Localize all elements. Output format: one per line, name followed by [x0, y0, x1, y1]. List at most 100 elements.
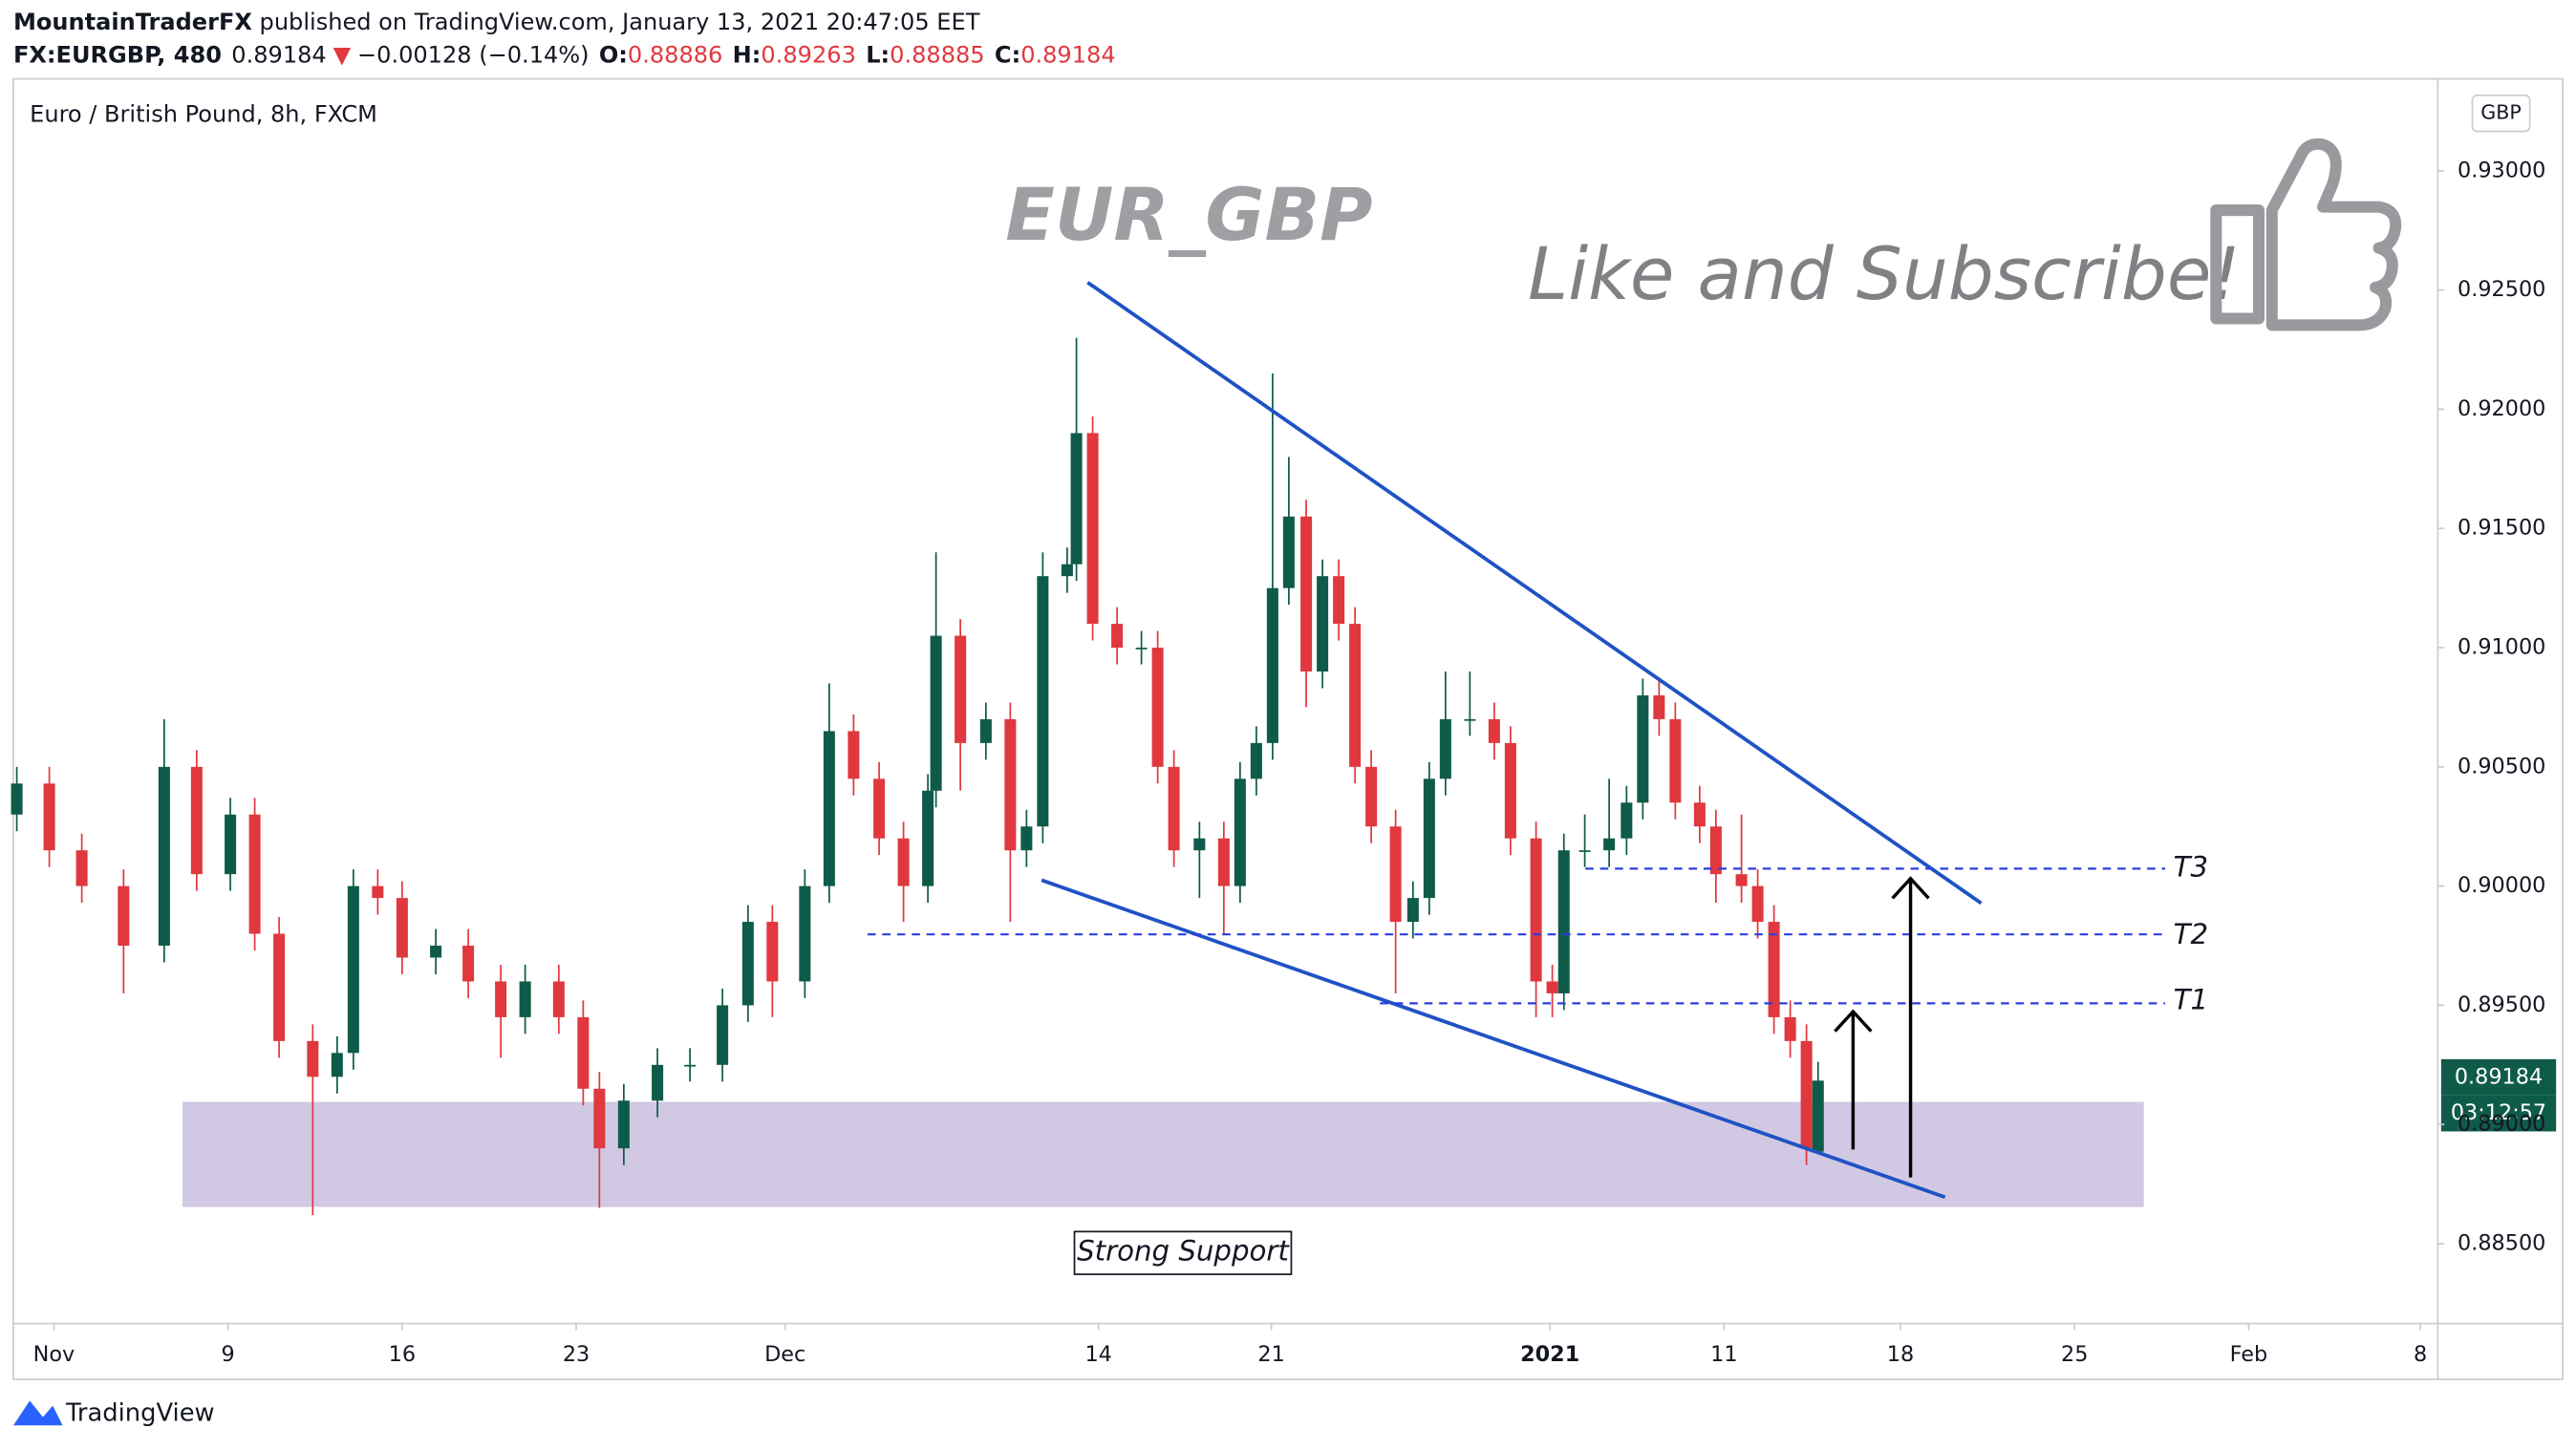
y-tick-label: 0.92000 — [2458, 396, 2545, 421]
y-tick-label: 0.91000 — [2458, 635, 2545, 660]
x-tick-label: 8 — [2414, 1342, 2427, 1367]
candle-body — [1061, 564, 1073, 577]
candle-body — [248, 814, 261, 934]
published: published on TradingView.com, January 13… — [252, 9, 980, 35]
candle-body — [307, 1040, 319, 1077]
x-tick-label: 11 — [1710, 1342, 1737, 1367]
candle-body — [930, 635, 942, 791]
last-price-box — [2440, 1058, 2557, 1096]
target-label: T2 — [2174, 918, 2208, 950]
candle-body — [1621, 802, 1633, 839]
candles — [11, 337, 1824, 1216]
candle-body — [225, 814, 237, 875]
y-tick-label: 0.88500 — [2458, 1231, 2545, 1256]
x-tick-label: Feb — [2230, 1342, 2268, 1367]
pair-watermark: EUR_GBP — [1005, 173, 1372, 257]
candle-body — [1653, 694, 1665, 719]
x-tick-label: 21 — [1257, 1342, 1284, 1367]
candle-body — [1406, 898, 1419, 923]
candle-body — [1300, 516, 1313, 672]
candle-body — [519, 981, 531, 1017]
candle-body — [897, 838, 910, 886]
candle-body — [652, 1064, 664, 1101]
candle-body — [1070, 433, 1083, 565]
candle-body — [396, 898, 408, 958]
author: MountainTraderFX — [13, 9, 252, 35]
arrow — [1834, 1009, 1873, 1150]
target-label: T1 — [2174, 984, 2208, 1016]
candle-body — [1488, 718, 1500, 743]
candle-body — [1709, 826, 1722, 875]
candle-body — [1637, 694, 1649, 803]
candle-body — [1800, 1040, 1813, 1149]
candle-body — [1784, 1016, 1796, 1041]
candle-body — [347, 885, 359, 1054]
brand-logo — [12, 1400, 63, 1426]
candle-body — [1423, 778, 1435, 899]
x-tick-label: 18 — [1887, 1342, 1914, 1367]
candle-body — [1217, 838, 1230, 886]
candle-body — [1333, 576, 1345, 625]
brand: TradingView — [65, 1399, 215, 1428]
x-tick-label: 9 — [222, 1342, 235, 1367]
icon-part — [2210, 204, 2265, 325]
ohlc-label: O: — [599, 41, 628, 68]
candle-body — [495, 981, 507, 1017]
arrow — [1891, 876, 1930, 1178]
candle-body — [331, 1053, 343, 1077]
y-tick-label: 0.92500 — [2458, 277, 2545, 302]
ohlc-value: 0.88886 — [628, 41, 722, 68]
candle-body — [741, 922, 754, 1006]
candle-body — [1464, 718, 1476, 721]
ohlc-value: 0.89263 — [761, 41, 855, 68]
x-tick-label: 2021 — [1520, 1342, 1579, 1367]
support-zone — [182, 1101, 2144, 1207]
candle-body — [1135, 648, 1148, 650]
ohlc-value: 0.88885 — [890, 41, 984, 68]
target-label: T3 — [2174, 850, 2208, 883]
candle-body — [1193, 838, 1206, 851]
candle-body — [979, 718, 992, 743]
candle-body — [1669, 718, 1682, 803]
candle-body — [430, 946, 442, 958]
y-tick-label: 0.89500 — [2458, 992, 2545, 1017]
countdown: 03:12:57 — [2451, 1100, 2546, 1125]
candle-body — [1151, 648, 1164, 767]
publish-line: MountainTraderFX published on TradingVie… — [13, 9, 980, 35]
candle-body — [1349, 624, 1362, 767]
x-tick-label: 14 — [1084, 1342, 1111, 1367]
candle-body — [1020, 826, 1033, 851]
candle-body — [1086, 433, 1099, 625]
thumbs-up-icon — [2210, 138, 2402, 331]
x-tick-label: 23 — [563, 1342, 590, 1367]
price: 0.89184 — [231, 41, 326, 68]
change-arrow: ▼ — [333, 41, 352, 68]
candle-body — [11, 783, 23, 815]
candle-body — [955, 635, 967, 743]
candle-body — [1250, 742, 1262, 779]
candle-body — [766, 922, 779, 982]
candle-body — [75, 850, 88, 886]
currency-box — [2471, 94, 2531, 133]
candle-body — [1282, 516, 1295, 588]
candle-body — [617, 1100, 630, 1149]
candle-body — [1111, 624, 1124, 649]
candle-body — [1234, 778, 1246, 886]
candle-body — [1168, 766, 1180, 851]
candle-body — [593, 1088, 606, 1149]
x-tick-label: 16 — [389, 1342, 416, 1367]
candle-body — [372, 885, 384, 899]
quote-line: FX:EURGBP, 480 0.89184 ▼ −0.00128 (−0.14%) O… — [13, 41, 1116, 68]
candle-body — [684, 1064, 697, 1067]
candle-body — [922, 790, 934, 886]
y-tick-label: 0.89000 — [2458, 1112, 2545, 1137]
candle-body — [1317, 576, 1329, 672]
candle-body — [717, 1005, 729, 1065]
ohlc-value: 0.89184 — [1020, 41, 1115, 68]
candle-body — [577, 1016, 590, 1089]
candle-body — [190, 766, 203, 875]
countdown-box — [2440, 1095, 2557, 1132]
ohlc-label: H: — [733, 41, 762, 68]
candle-body — [1557, 850, 1570, 993]
candle-body — [1037, 576, 1049, 827]
